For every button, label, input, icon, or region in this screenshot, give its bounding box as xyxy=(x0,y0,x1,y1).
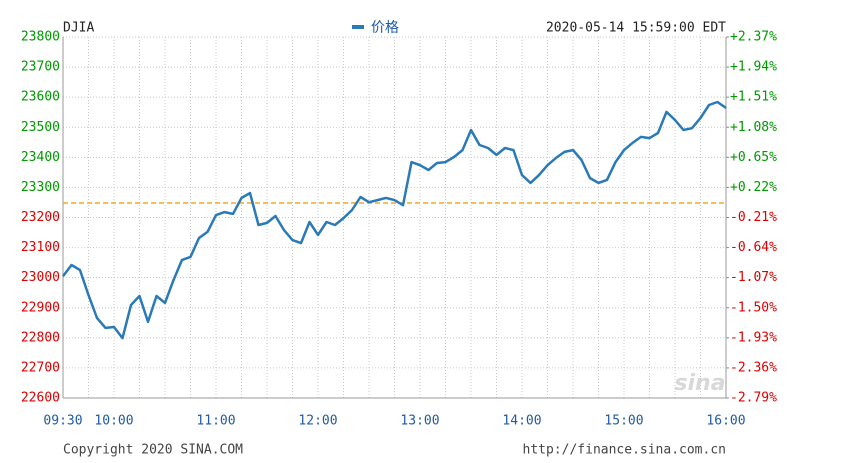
y2-tick-label: -1.50% xyxy=(730,300,777,315)
y2-tick-label: +2.37% xyxy=(730,30,777,45)
y2-tick-label: +1.51% xyxy=(730,90,777,105)
y-tick-label: 22700 xyxy=(21,360,60,375)
source-url: http://finance.sina.com.cn xyxy=(523,443,727,458)
y2-tick-label: -1.93% xyxy=(730,330,777,345)
x-tick-label: 10:00 xyxy=(94,414,133,429)
y-tick-label: 23300 xyxy=(21,180,60,195)
x-tick-label: 16:00 xyxy=(706,414,745,429)
y-tick-label: 23200 xyxy=(21,210,60,225)
x-tick-label: 12:00 xyxy=(298,414,337,429)
price-line xyxy=(62,100,727,340)
x-tick-label: 13:00 xyxy=(400,414,439,429)
y2-tick-label: +0.22% xyxy=(730,180,777,195)
legend-label: 价格 xyxy=(371,20,399,36)
timestamp: 2020-05-14 15:59:00 EDT xyxy=(546,21,726,36)
x-tick-label: 09:30 xyxy=(43,414,82,429)
chart-title: DJIA xyxy=(63,21,94,36)
y2-tick-label: -0.64% xyxy=(730,240,777,255)
y2-tick-label: -1.07% xyxy=(730,270,777,285)
y2-tick-label: -2.36% xyxy=(730,360,777,375)
y2-tick-label: +1.94% xyxy=(730,60,777,75)
y-tick-label: 23100 xyxy=(21,240,60,255)
y-tick-label: 22900 xyxy=(21,300,60,315)
y2-tick-label: -2.79% xyxy=(730,391,777,406)
y2-tick-label: +0.65% xyxy=(730,150,777,165)
y-tick-label: 23700 xyxy=(21,60,60,75)
copyright: Copyright 2020 SINA.COM xyxy=(63,443,243,458)
x-tick-label: 11:00 xyxy=(196,414,235,429)
watermark: sina xyxy=(674,371,725,396)
y-tick-label: 23600 xyxy=(21,90,60,105)
x-tick-label: 14:00 xyxy=(502,414,541,429)
y-tick-label: 22800 xyxy=(21,330,60,345)
y-tick-label: 23500 xyxy=(21,120,60,135)
y-tick-label: 22600 xyxy=(21,391,60,406)
y-tick-label: 23800 xyxy=(21,30,60,45)
y-tick-label: 23000 xyxy=(21,270,60,285)
x-tick-label: 15:00 xyxy=(604,414,643,429)
y2-tick-label: +1.08% xyxy=(730,120,777,135)
y2-tick-label: -0.21% xyxy=(730,210,777,225)
y-tick-label: 23400 xyxy=(21,150,60,165)
